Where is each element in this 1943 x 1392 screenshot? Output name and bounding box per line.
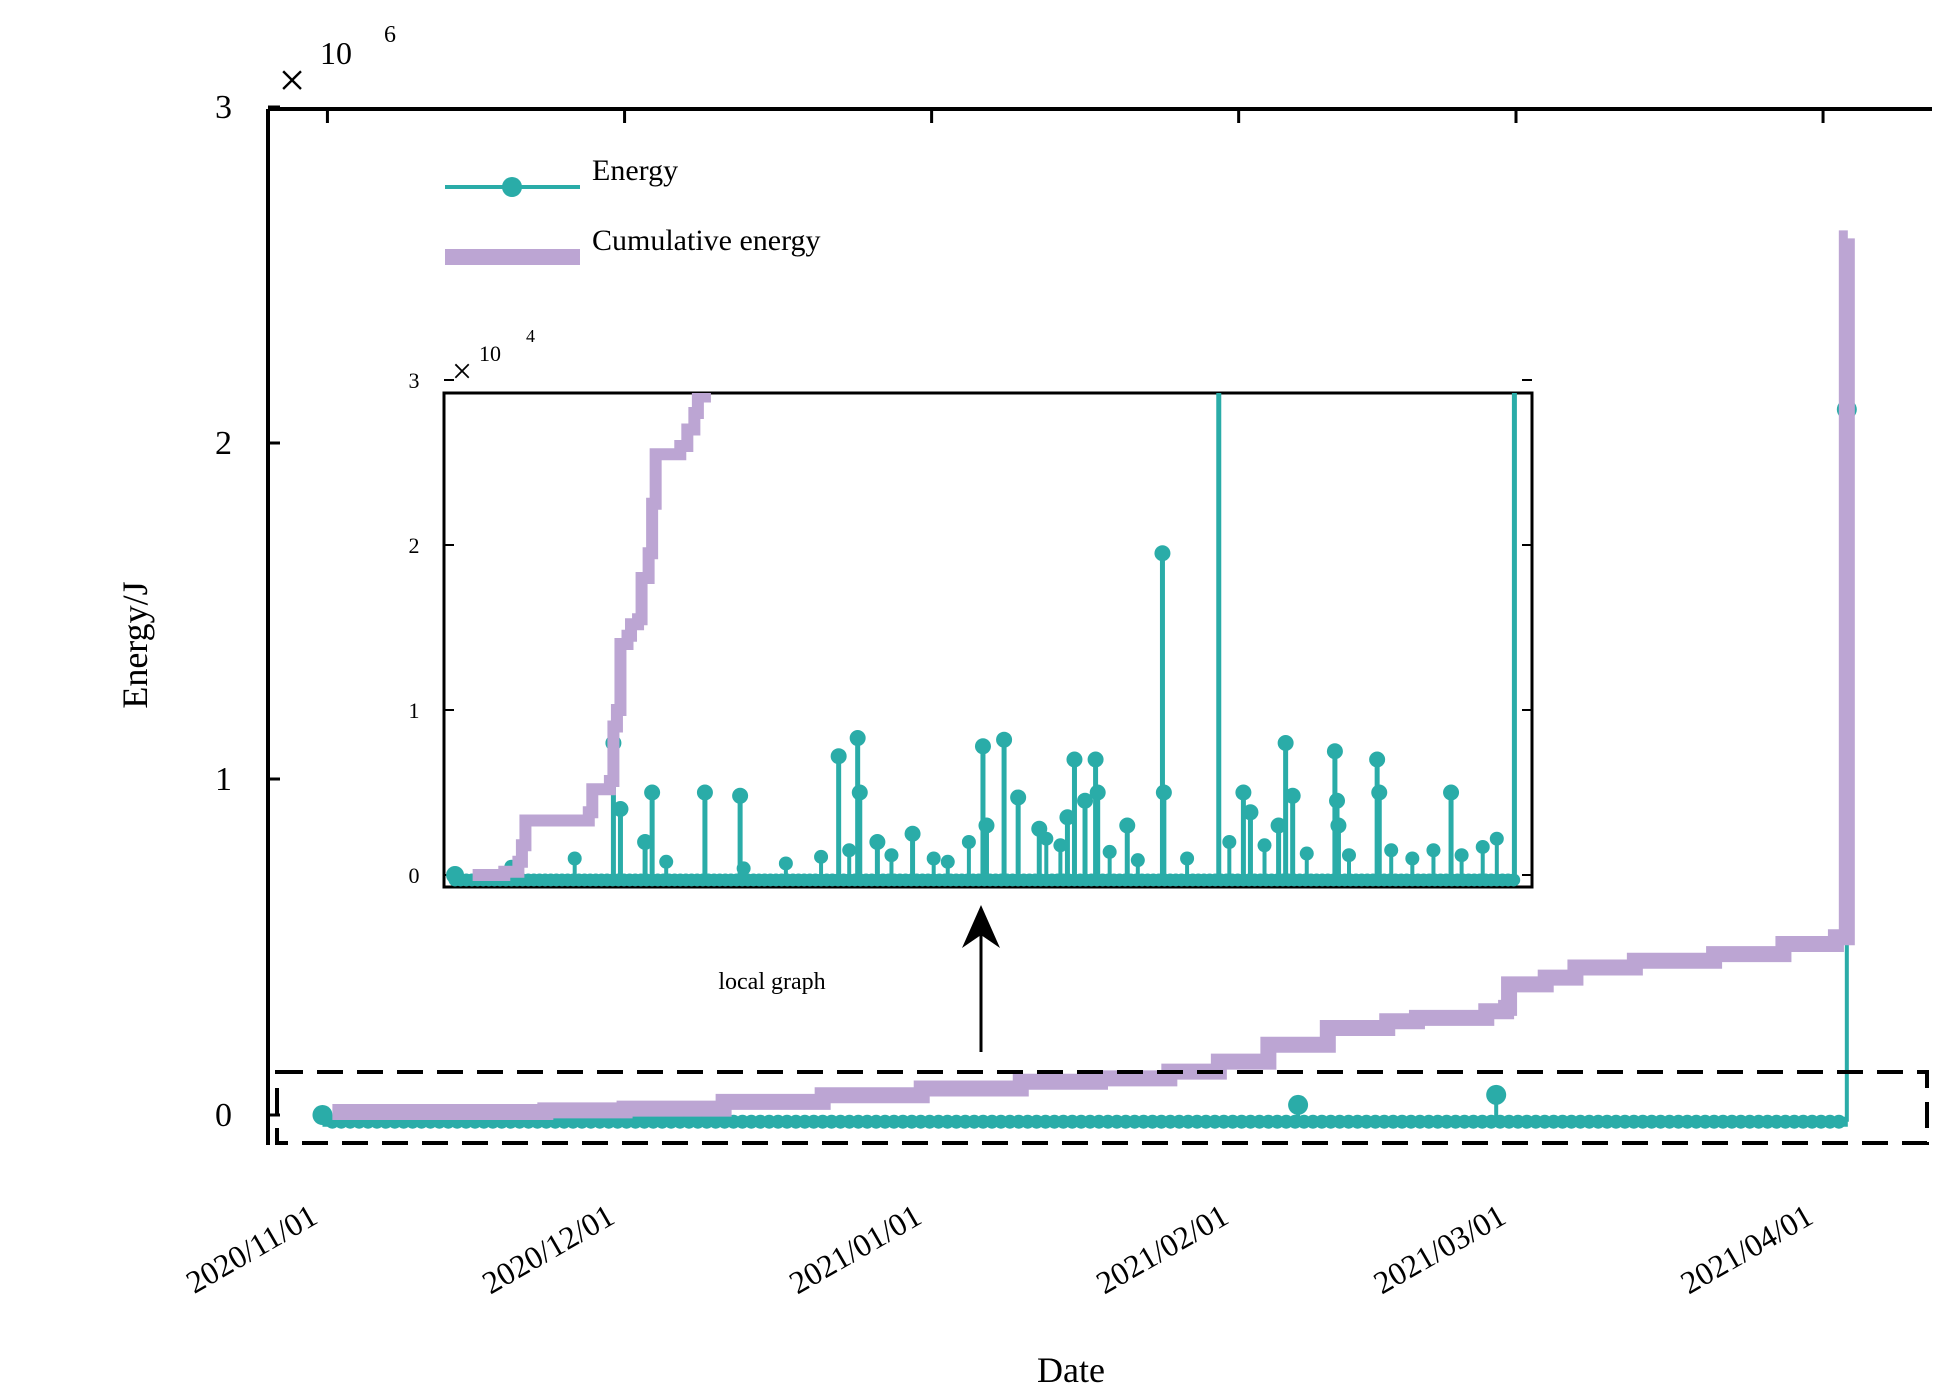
inset-energy-point (1155, 784, 1172, 801)
inset-energy-point-small (926, 851, 941, 866)
main-ytick-label: 3 (215, 89, 232, 126)
energy-point (1288, 1094, 1309, 1115)
inset-energy-point-small (1299, 846, 1314, 861)
inset-energy-point (1010, 789, 1027, 806)
inset-energy-point-small (1426, 843, 1441, 858)
inset-cumulative-energy-line (472, 393, 711, 881)
legend-energy-label: Energy (592, 154, 678, 187)
main-xtick-label: 2021/02/01 (1090, 1197, 1234, 1301)
inset-energy-point-small (842, 843, 857, 858)
main-ytick-label: 2 (215, 425, 232, 462)
inset-energy-point-small (1384, 843, 1399, 858)
inset-energy-point-small (1180, 851, 1195, 866)
cumulative-energy-line (332, 230, 1855, 1120)
inset-energy-point (1443, 784, 1460, 801)
main-ytick-label: 1 (215, 761, 232, 798)
inset-energy-point (996, 731, 1013, 748)
inset-energy-point (1277, 735, 1294, 751)
inset-plot-area (448, 393, 1521, 887)
main-xtick-label: 2021/01/01 (783, 1197, 927, 1301)
inset-energy-point (612, 801, 629, 817)
inset-energy-point (1242, 804, 1259, 821)
main-multiplier-base: 10 (320, 35, 352, 71)
inset-energy-point-small (659, 854, 674, 869)
inset-ytick-label: 3 (409, 368, 420, 393)
inset-energy-point-small (567, 851, 582, 866)
main-xtick-label: 2020/12/01 (476, 1197, 620, 1301)
main-xtick-label: 2021/04/01 (1674, 1197, 1818, 1301)
inset-energy-point (637, 834, 654, 850)
inset-energy-point-small (1489, 831, 1504, 846)
inset-multiplier-base: 10 (479, 341, 501, 366)
inset-energy-point-small (1130, 853, 1145, 868)
inset-energy-point-small (940, 854, 955, 869)
main-axes (266, 107, 1932, 1145)
inset-energy-point-small (1405, 851, 1420, 866)
inset-energy-point (696, 784, 713, 801)
inset-energy-point (1077, 792, 1094, 809)
inset-energy-point (1089, 784, 1106, 801)
inset-energy-point (1031, 820, 1048, 837)
annotation-label: local graph (718, 969, 825, 995)
inset-energy-point-small (1341, 848, 1356, 863)
main-ylabel: Energy/J (115, 581, 155, 708)
inset-energy-point-small (1053, 838, 1068, 853)
inset-energy-point (1284, 787, 1301, 804)
inset-energy-point (849, 730, 866, 747)
inset-energy-point-small (1102, 844, 1117, 859)
inset-energy-point (904, 825, 921, 842)
inset-energy-point (1270, 817, 1287, 834)
inset-energy-point-small (1222, 835, 1237, 849)
energy-point (312, 1105, 333, 1125)
legend: Energy Cumulative energy (445, 154, 821, 265)
inset-energy-point (1087, 751, 1104, 768)
main-xlabel: Date (1037, 1350, 1105, 1390)
inset-energy-point (1066, 751, 1083, 768)
inset-energy-point-small (1257, 838, 1272, 853)
inset-energy-point (974, 738, 991, 755)
inset-energy-point (732, 787, 749, 804)
inset-energy-point (644, 784, 661, 801)
inset-multiplier-exponent: 4 (526, 326, 535, 346)
inset-energy-point (830, 748, 847, 765)
main-xtick-label: 2020/11/01 (180, 1197, 323, 1300)
energy-point (1486, 1084, 1507, 1105)
inset-energy-point (1329, 792, 1346, 809)
inset-energy-point (851, 784, 868, 801)
inset-energy-point (869, 834, 886, 850)
inset-ytick-label: 0 (409, 863, 420, 888)
main-multiplier-exponent: 6 (384, 22, 396, 48)
inset-ytick-label: 2 (409, 533, 420, 558)
annotation-arrowhead (962, 905, 1000, 948)
inset-energy-point (1119, 817, 1136, 834)
inset-energy-point-small (1475, 839, 1490, 854)
main-ytick-label: 0 (215, 1097, 232, 1134)
inset-energy-point (1235, 784, 1252, 801)
main-multiplier-symbol: × (278, 54, 305, 107)
inset-energy-point (1330, 817, 1347, 834)
inset-frame (442, 391, 1534, 889)
inset-energy-point (1326, 743, 1343, 760)
zoom-region-box (275, 1070, 1929, 1145)
inset-energy-point-small (814, 849, 829, 864)
inset-energy-point (1059, 809, 1076, 826)
inset-energy-start-point (446, 866, 465, 884)
inset-energy-point (1371, 784, 1388, 801)
main-xtick-label: 2021/03/01 (1367, 1197, 1511, 1301)
inset-multiplier-symbol: × (452, 351, 472, 391)
inset-energy-point-small (1454, 848, 1469, 863)
inset-energy-point (978, 817, 995, 834)
legend-energy-swatch-marker (502, 177, 522, 197)
inset-ytick-label: 1 (409, 698, 420, 723)
inset-energy-point (1154, 545, 1171, 562)
inset-energy-point-small (884, 848, 899, 863)
inset-energy-point-small (961, 835, 976, 849)
inset-energy-point (1369, 751, 1386, 768)
inset-energy-point-small (778, 856, 793, 871)
energy-marker (1831, 1114, 1846, 1129)
legend-cumulative-label: Cumulative energy (592, 224, 821, 257)
